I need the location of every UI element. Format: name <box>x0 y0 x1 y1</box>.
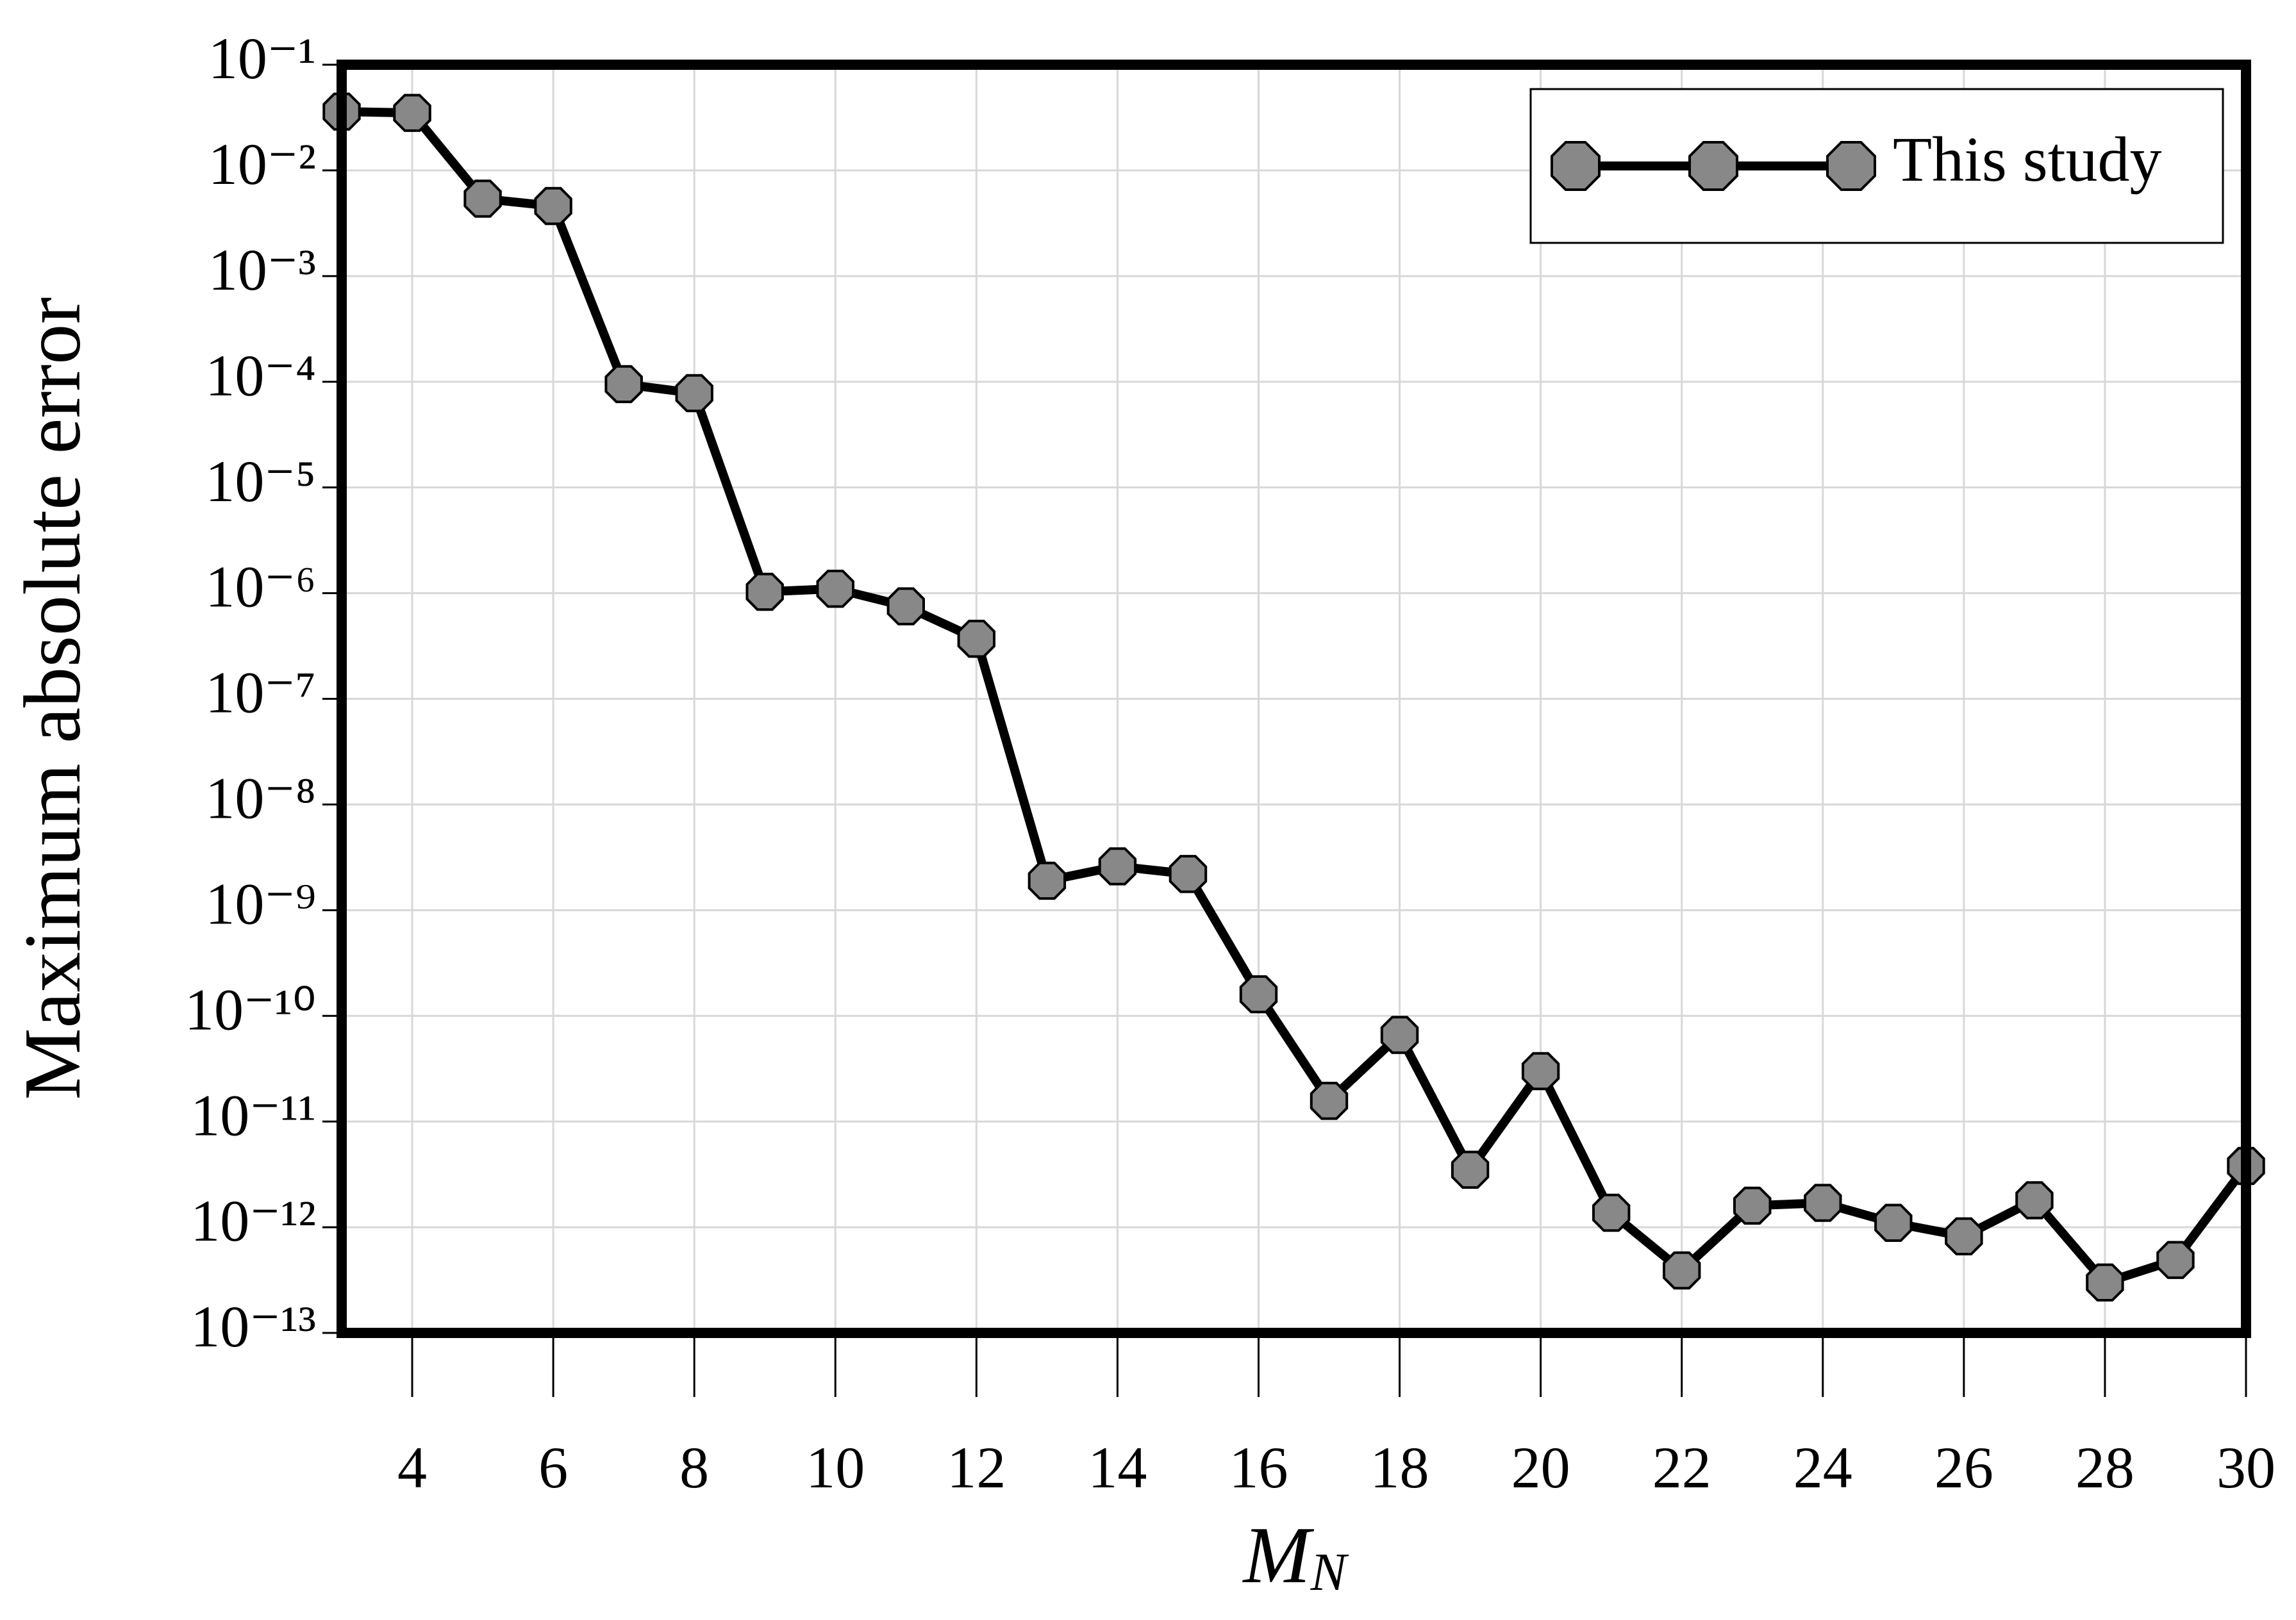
x-tick-label: 26 <box>1934 1435 1993 1500</box>
marker <box>1027 861 1067 900</box>
marker <box>1169 855 1208 893</box>
x-tick-label: 24 <box>1793 1435 1852 1500</box>
marker <box>1451 1150 1490 1189</box>
y-tick-label: 10⁻⁴ <box>205 343 316 408</box>
marker <box>534 186 572 226</box>
legend-marker <box>1826 141 1876 191</box>
x-tick-label: 16 <box>1229 1435 1288 1500</box>
marker <box>1592 1193 1631 1232</box>
marker <box>816 570 854 608</box>
y-axis-title: Maximum absolute error <box>8 297 97 1100</box>
y-tick-label: 10⁻¹² <box>190 1188 316 1253</box>
marker <box>1098 847 1137 886</box>
x-tick-label: 12 <box>947 1435 1006 1500</box>
marker <box>393 94 431 132</box>
marker <box>886 587 925 625</box>
x-axis-title-main: M <box>1242 1511 1315 1600</box>
legend-marker <box>1551 141 1601 191</box>
y-tick-label: 10⁻⁸ <box>205 766 316 831</box>
marker <box>1239 975 1278 1014</box>
x-tick-label: 18 <box>1370 1435 1429 1500</box>
x-axis-title: MN <box>1242 1511 1349 1602</box>
legend-label: This study <box>1893 124 2161 195</box>
x-tick-label: 30 <box>2217 1435 2275 1500</box>
marker <box>2015 1181 2054 1219</box>
x-tick-label: 28 <box>2076 1435 2134 1500</box>
y-tick-label: 10⁻² <box>208 131 316 197</box>
marker <box>1804 1184 1842 1222</box>
x-tick-label: 8 <box>679 1435 709 1500</box>
marker <box>1310 1082 1349 1120</box>
y-tick-label: 10⁻¹¹ <box>190 1082 316 1148</box>
y-tick-label: 10⁻⁷ <box>205 660 316 725</box>
marker <box>1521 1052 1560 1091</box>
y-tick-label: 10⁻⁵ <box>205 449 316 514</box>
series-line <box>341 107 2250 1287</box>
x-tick-label: 4 <box>397 1435 427 1500</box>
y-tick-label: 10⁻¹⁰ <box>185 977 316 1042</box>
marker <box>604 365 643 404</box>
x-tick-label: 22 <box>1652 1435 1711 1500</box>
x-tick-label: 14 <box>1088 1435 1147 1500</box>
y-tick-label: 10⁻¹ <box>208 26 316 91</box>
marker <box>1874 1203 1913 1242</box>
marker <box>463 179 502 218</box>
marker <box>1663 1251 1701 1290</box>
marker <box>675 374 713 413</box>
marker <box>957 620 995 658</box>
y-tick-label: 10⁻³ <box>208 237 316 302</box>
marker <box>1733 1186 1772 1225</box>
y-tick-label: 10⁻⁶ <box>205 554 316 620</box>
y-tick-label: 10⁻⁹ <box>205 871 316 936</box>
marker <box>1945 1217 1983 1255</box>
plot-frame <box>337 60 2251 1338</box>
x-tick-label: 10 <box>806 1435 865 1500</box>
marker <box>2086 1263 2124 1302</box>
x-tick-label: 6 <box>538 1435 568 1500</box>
x-axis-title-subscript: N <box>1310 1542 1349 1602</box>
y-tick-label: 10⁻¹³ <box>190 1294 316 1359</box>
marker <box>1380 1016 1419 1054</box>
marker <box>745 572 784 611</box>
legend-marker <box>1688 141 1738 191</box>
x-tick-label: 20 <box>1511 1435 1570 1500</box>
marker <box>2156 1241 2195 1279</box>
